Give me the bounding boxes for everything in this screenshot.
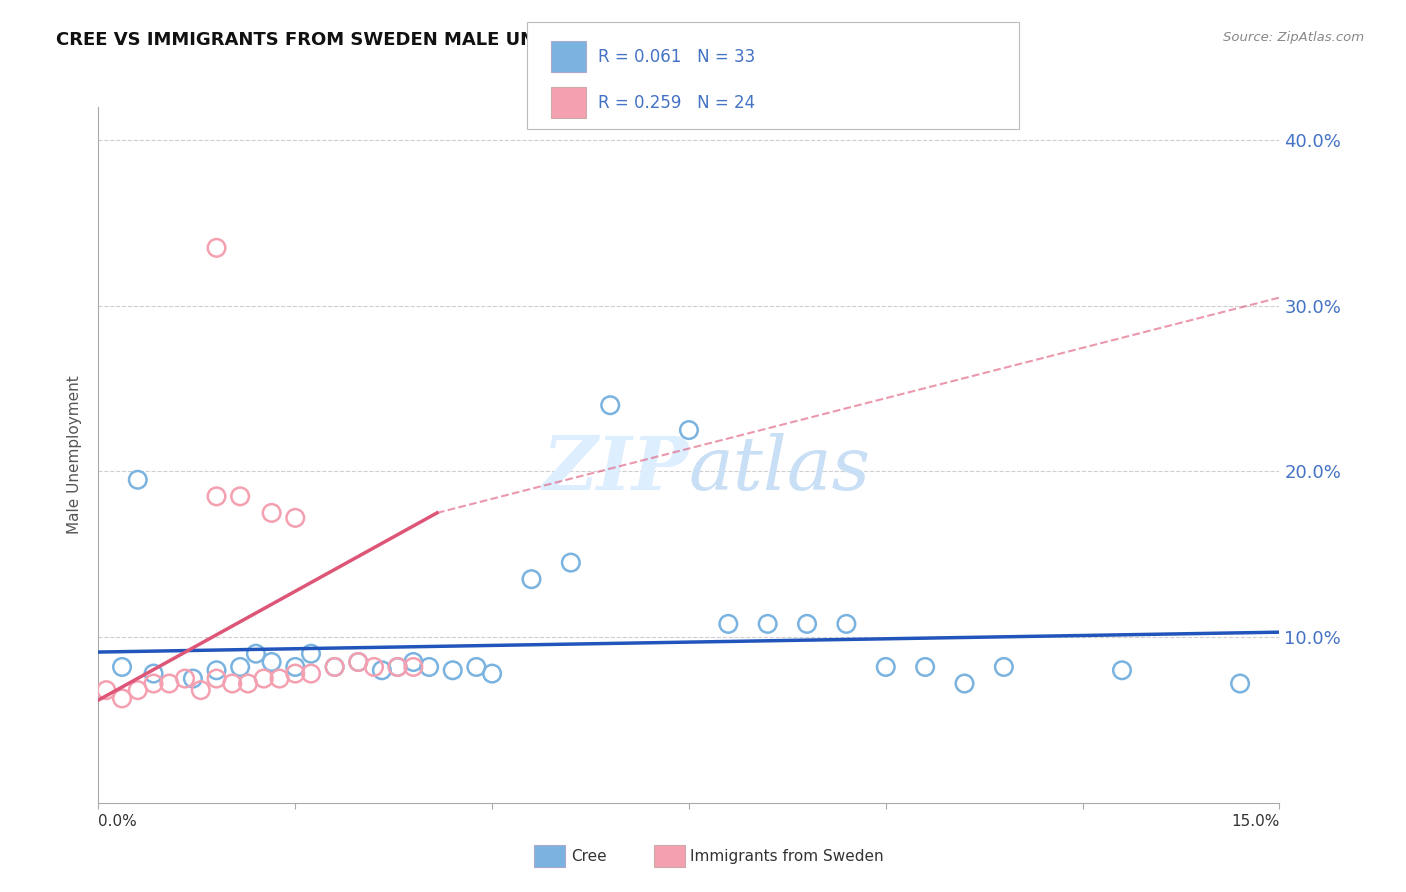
Point	[835, 616, 858, 631]
Point	[371, 663, 394, 677]
Point	[221, 676, 243, 690]
Point	[387, 660, 409, 674]
Point	[796, 616, 818, 631]
Point	[245, 647, 267, 661]
Point	[181, 672, 204, 686]
Point	[284, 666, 307, 681]
Point	[229, 660, 252, 674]
Point	[174, 672, 197, 686]
Text: 15.0%: 15.0%	[1232, 814, 1279, 829]
Point	[142, 666, 165, 681]
Point	[323, 660, 346, 674]
Point	[157, 676, 180, 690]
Point	[127, 473, 149, 487]
Point	[96, 683, 118, 698]
Point	[190, 683, 212, 698]
Point	[127, 683, 149, 698]
Point	[678, 423, 700, 437]
Point	[299, 647, 322, 661]
Text: CREE VS IMMIGRANTS FROM SWEDEN MALE UNEMPLOYMENT CORRELATION CHART: CREE VS IMMIGRANTS FROM SWEDEN MALE UNEM…	[56, 31, 896, 49]
Point	[253, 672, 276, 686]
Point	[1229, 676, 1251, 690]
Point	[914, 660, 936, 674]
Point	[402, 655, 425, 669]
Point	[284, 511, 307, 525]
Point	[481, 666, 503, 681]
Point	[299, 666, 322, 681]
Text: Source: ZipAtlas.com: Source: ZipAtlas.com	[1223, 31, 1364, 45]
Point	[142, 676, 165, 690]
Point	[402, 660, 425, 674]
Point	[205, 489, 228, 503]
Point	[269, 672, 291, 686]
Point	[1111, 663, 1133, 677]
Text: atlas: atlas	[689, 433, 872, 505]
Text: R = 0.259   N = 24: R = 0.259 N = 24	[598, 94, 755, 112]
Point	[387, 660, 409, 674]
Point	[347, 655, 370, 669]
Point	[284, 660, 307, 674]
Point	[111, 660, 134, 674]
Point	[236, 676, 259, 690]
Text: Immigrants from Sweden: Immigrants from Sweden	[690, 849, 884, 863]
Point	[205, 241, 228, 255]
Point	[465, 660, 488, 674]
Point	[111, 691, 134, 706]
Text: Cree: Cree	[571, 849, 606, 863]
Point	[953, 676, 976, 690]
Point	[260, 506, 283, 520]
Point	[717, 616, 740, 631]
Point	[441, 663, 464, 677]
Point	[205, 663, 228, 677]
Point	[205, 672, 228, 686]
Point	[520, 572, 543, 586]
Point	[875, 660, 897, 674]
Point	[260, 655, 283, 669]
Point	[756, 616, 779, 631]
Text: 0.0%: 0.0%	[98, 814, 138, 829]
Text: R = 0.061   N = 33: R = 0.061 N = 33	[598, 47, 755, 66]
Point	[418, 660, 440, 674]
Point	[560, 556, 582, 570]
Point	[229, 489, 252, 503]
Point	[993, 660, 1015, 674]
Point	[599, 398, 621, 412]
Point	[347, 655, 370, 669]
Point	[323, 660, 346, 674]
Y-axis label: Male Unemployment: Male Unemployment	[67, 376, 83, 534]
Text: ZIP: ZIP	[543, 433, 689, 505]
Point	[363, 660, 385, 674]
